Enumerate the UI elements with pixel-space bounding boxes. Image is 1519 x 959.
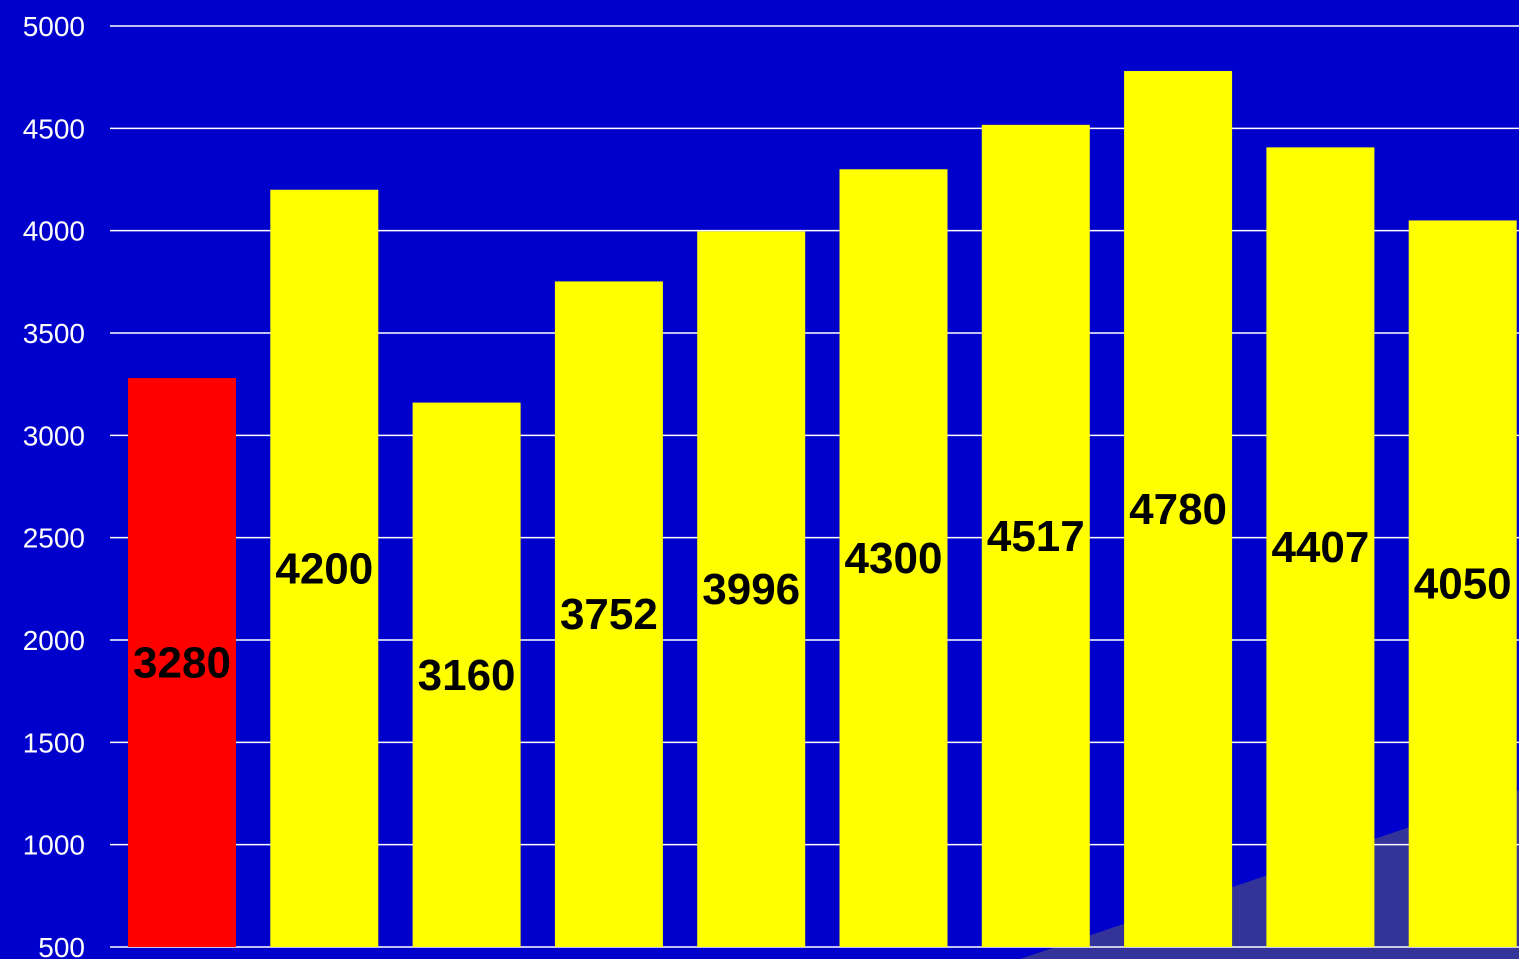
y-tick-label: 5000 bbox=[23, 11, 85, 42]
bars bbox=[128, 71, 1517, 948]
bar bbox=[697, 231, 806, 947]
y-tick-label: 3000 bbox=[23, 420, 85, 451]
y-tick-label: 1500 bbox=[23, 727, 85, 758]
y-tick-label: 500 bbox=[38, 932, 85, 959]
bar bbox=[1408, 220, 1517, 947]
y-axis-ticks: 500 1000 1500 2000 2500 3000 3500 4000 4500 5000 bbox=[23, 11, 85, 959]
bar-value-label: 3160 bbox=[418, 651, 516, 700]
bar bbox=[839, 169, 948, 947]
y-tick-label: 4500 bbox=[23, 113, 85, 144]
data-labels: 3280 4200 3160 3752 3996 4300 4517 4780 4407 4050 bbox=[133, 485, 1512, 700]
bar-value-label: 4517 bbox=[987, 512, 1085, 561]
bar bbox=[981, 124, 1090, 947]
bar bbox=[1124, 71, 1233, 947]
bar-value-label: 4300 bbox=[845, 534, 943, 583]
y-tick-label: 1000 bbox=[23, 830, 85, 861]
bar-value-label: 3752 bbox=[560, 590, 658, 639]
bar bbox=[1266, 147, 1375, 948]
y-tick-label: 4000 bbox=[23, 216, 85, 247]
bar-value-label: 4050 bbox=[1414, 560, 1512, 609]
y-tick-label: 3500 bbox=[23, 318, 85, 349]
bar-value-label: 3996 bbox=[702, 565, 800, 614]
y-tick-label: 2000 bbox=[23, 625, 85, 656]
bar-value-label: 3280 bbox=[133, 639, 231, 688]
y-tick-label: 2500 bbox=[23, 523, 85, 554]
bar bbox=[554, 281, 663, 947]
bar-value-label: 4780 bbox=[1129, 485, 1227, 534]
bar-value-label: 4200 bbox=[275, 544, 373, 593]
bar bbox=[128, 378, 236, 947]
bar-value-label: 4407 bbox=[1271, 523, 1369, 572]
bar bbox=[412, 402, 521, 947]
bar bbox=[270, 189, 379, 947]
